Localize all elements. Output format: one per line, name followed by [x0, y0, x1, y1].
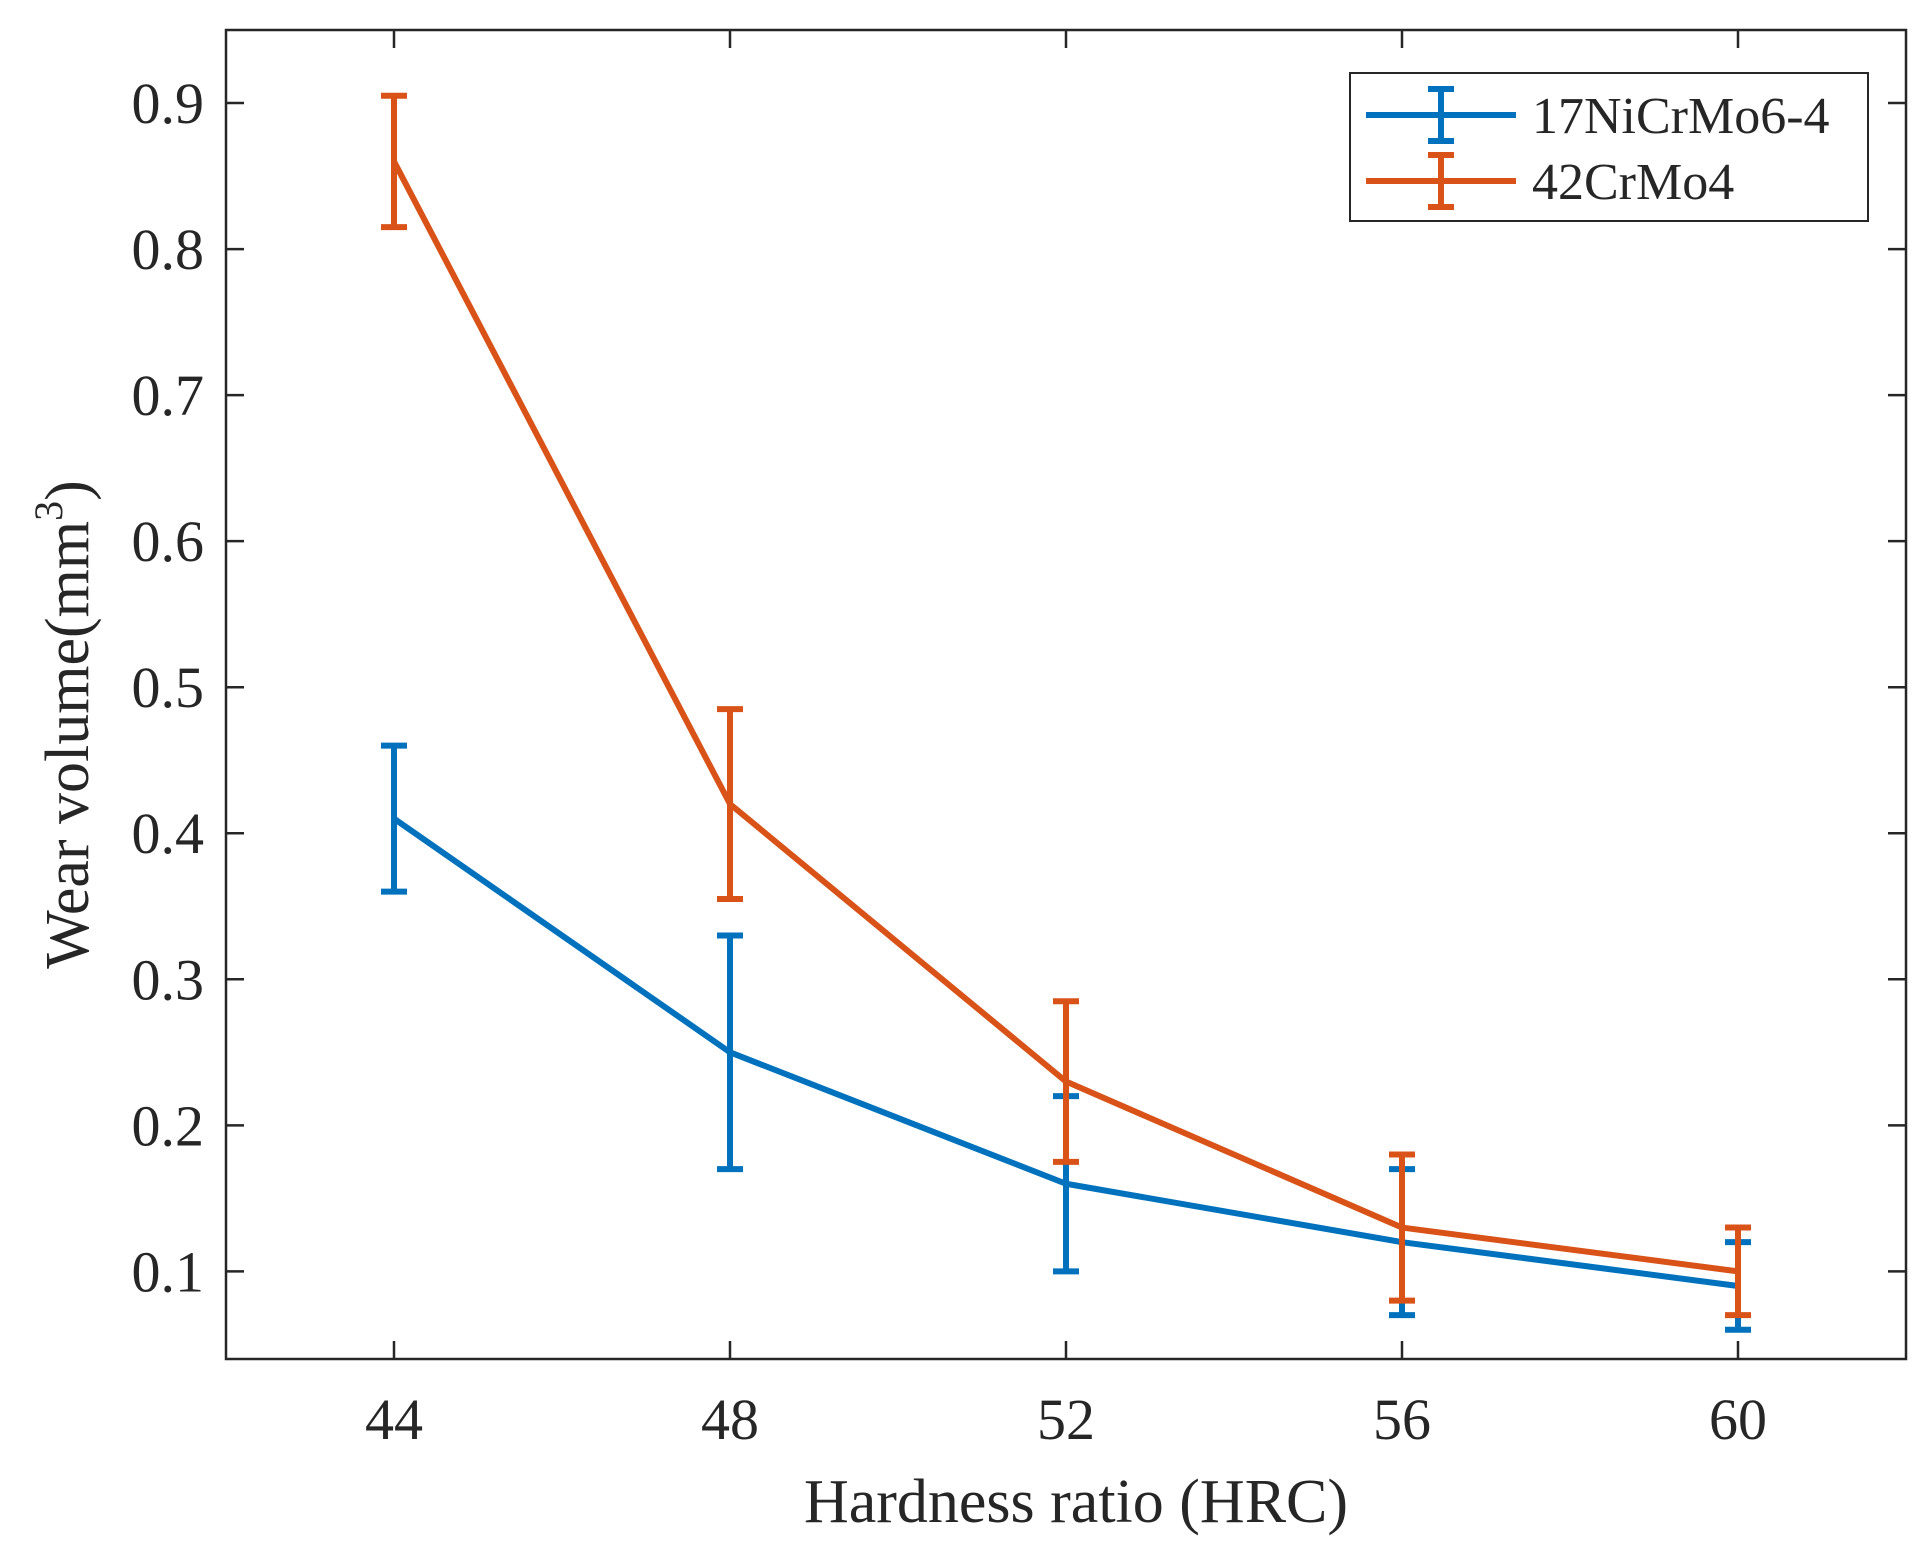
y-tick-label: 0.4 — [132, 801, 205, 866]
ticks-layer: 44 48 52 56 60 0.1 0.2 0.3 0.4 0.5 0.6 0.7 0.8 0.9 — [132, 30, 1906, 1452]
legend-item: 17NiCrMo6-4 — [1366, 86, 1830, 145]
x-axis-title: Hardness ratio (HRC) — [804, 1468, 1348, 1536]
x-tick-label: 48 — [701, 1387, 759, 1452]
legend-items: 17NiCrMo6-4 42CrMo4 — [1366, 86, 1830, 211]
y-tick-label: 0.7 — [132, 363, 205, 428]
legend-box — [1349, 72, 1869, 222]
y-tick-label: 0.3 — [132, 947, 205, 1012]
y-axis-title-superscript: 3 — [26, 501, 71, 521]
x-tick-label: 44 — [365, 1387, 423, 1452]
y-tick-label: 0.6 — [132, 509, 205, 574]
legend-label: 17NiCrMo6-4 — [1532, 88, 1830, 145]
x-tick-label: 52 — [1037, 1387, 1095, 1452]
y-tick-label: 0.9 — [132, 71, 205, 136]
legend-item: 42CrMo4 — [1366, 152, 1734, 211]
y-axis-title: Wear volume(mm3) — [26, 480, 102, 968]
series-layer — [381, 92, 1751, 1333]
y-tick-label: 0.5 — [132, 655, 205, 720]
y-axis-title-suffix: ) — [34, 480, 102, 501]
y-axis-title-main: Wear volume(mm — [34, 521, 102, 969]
y-tick-label: 0.2 — [132, 1093, 205, 1158]
legend-label: 42CrMo4 — [1532, 154, 1734, 211]
legend: 17NiCrMo6-4 42CrMo4 — [1349, 72, 1869, 222]
x-tick-label: 56 — [1373, 1387, 1431, 1452]
series-42CrMo4 — [381, 92, 1751, 1319]
y-tick-label: 0.8 — [132, 217, 205, 282]
y-tick-label: 0.1 — [132, 1239, 205, 1304]
x-tick-label: 60 — [1709, 1387, 1767, 1452]
